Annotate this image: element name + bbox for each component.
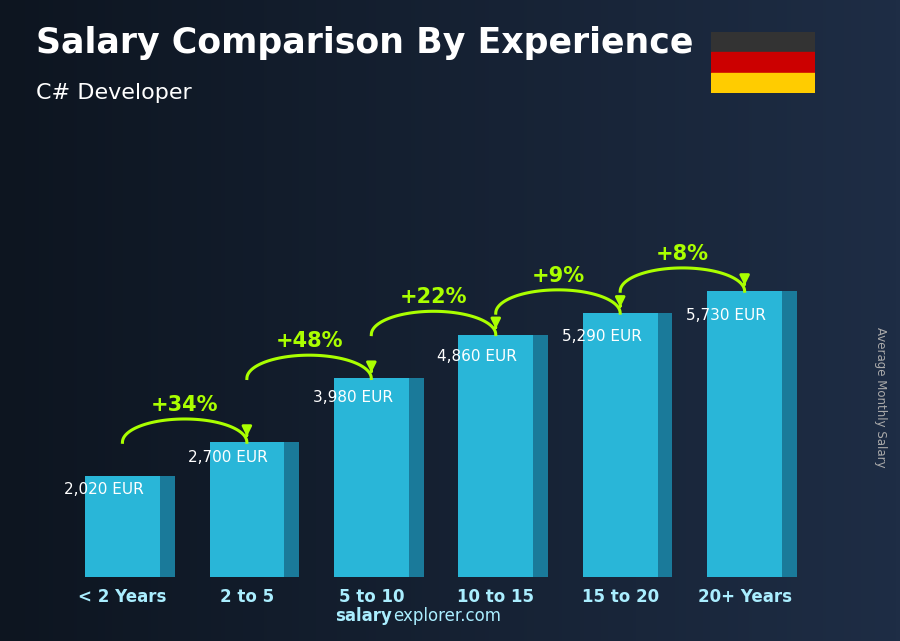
- Bar: [707, 291, 782, 577]
- Bar: [658, 313, 672, 577]
- Text: salary: salary: [335, 607, 392, 625]
- Text: Salary Comparison By Experience: Salary Comparison By Experience: [36, 26, 693, 60]
- Text: 2,700 EUR: 2,700 EUR: [188, 451, 268, 465]
- Text: explorer.com: explorer.com: [393, 607, 501, 625]
- Text: +34%: +34%: [151, 395, 219, 415]
- Bar: [533, 335, 548, 577]
- Text: C# Developer: C# Developer: [36, 83, 192, 103]
- Bar: [284, 442, 299, 577]
- Text: 3,980 EUR: 3,980 EUR: [312, 390, 392, 405]
- Text: 5,730 EUR: 5,730 EUR: [686, 308, 766, 323]
- Bar: [86, 476, 160, 577]
- Bar: [711, 53, 814, 72]
- Bar: [583, 313, 658, 577]
- Text: +48%: +48%: [275, 331, 343, 351]
- Text: +9%: +9%: [531, 266, 584, 286]
- Text: 4,860 EUR: 4,860 EUR: [437, 349, 517, 364]
- Text: 5,290 EUR: 5,290 EUR: [562, 329, 642, 344]
- Text: 2,020 EUR: 2,020 EUR: [64, 482, 144, 497]
- Bar: [160, 476, 175, 577]
- Bar: [210, 442, 284, 577]
- Bar: [409, 378, 424, 577]
- Bar: [334, 378, 409, 577]
- Bar: [782, 291, 796, 577]
- Text: +8%: +8%: [656, 244, 709, 264]
- Text: Average Monthly Salary: Average Monthly Salary: [874, 327, 886, 468]
- Bar: [711, 72, 814, 93]
- Bar: [458, 335, 533, 577]
- Text: +22%: +22%: [400, 287, 467, 307]
- Bar: [711, 32, 814, 53]
